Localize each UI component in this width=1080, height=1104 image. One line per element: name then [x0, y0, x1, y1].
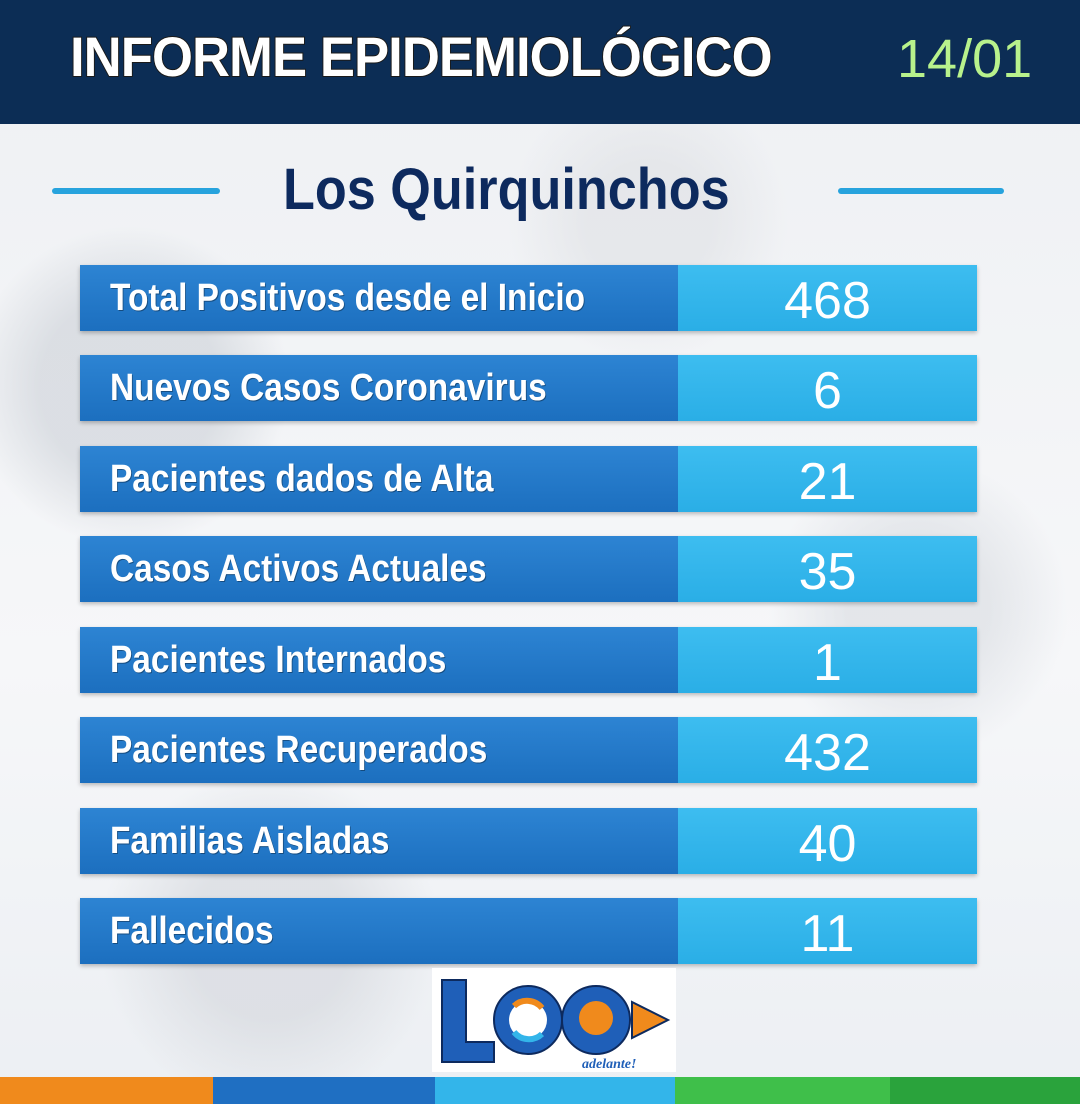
municipality-logo: adelante! [432, 968, 676, 1072]
stat-value-cell: 40 [678, 808, 977, 874]
stat-label-cell: Total Positivos desde el Inicio [80, 265, 678, 331]
stat-label: Pacientes dados de Alta [110, 458, 494, 500]
stat-label-cell: Casos Activos Actuales [80, 536, 678, 602]
stat-value-cell: 432 [678, 717, 977, 783]
stat-label: Pacientes Internados [110, 639, 447, 681]
bottom-bar-lightblue [435, 1077, 675, 1104]
bottom-bar-darkgreen [890, 1077, 1080, 1104]
stat-value: 21 [798, 453, 857, 511]
logo-q1-hole [509, 1001, 547, 1039]
stat-row: Fallecidos 11 [80, 898, 977, 964]
stat-row: Casos Activos Actuales 35 [80, 536, 977, 602]
stat-label: Casos Activos Actuales [110, 548, 487, 590]
stat-value: 432 [784, 724, 871, 782]
stat-row: Pacientes Internados 1 [80, 627, 977, 693]
report-date: 14/01 [897, 29, 1033, 89]
decorative-line-right [838, 188, 1004, 194]
stat-label: Total Positivos desde el Inicio [110, 277, 586, 319]
logo-q2-center [579, 1001, 613, 1035]
stat-value: 6 [813, 362, 842, 420]
stat-label-cell: Familias Aisladas [80, 808, 678, 874]
stat-label: Nuevos Casos Coronavirus [110, 367, 547, 409]
logo-arrow-blue [511, 1029, 545, 1043]
stat-label: Pacientes Recuperados [110, 729, 488, 771]
bottom-bar-blue [213, 1077, 435, 1104]
stat-label-cell: Pacientes dados de Alta [80, 446, 678, 512]
stat-label-cell: Pacientes Recuperados [80, 717, 678, 783]
bottom-color-bar [0, 1077, 1080, 1104]
stat-value: 1 [813, 634, 842, 692]
stat-row: Nuevos Casos Coronavirus 6 [80, 355, 977, 421]
stat-value-cell: 21 [678, 446, 977, 512]
stat-label-cell: Pacientes Internados [80, 627, 678, 693]
bottom-bar-green [675, 1077, 890, 1104]
stat-value: 40 [798, 815, 857, 873]
stat-label: Familias Aisladas [110, 820, 390, 862]
stat-value-cell: 468 [678, 265, 977, 331]
stat-value: 35 [798, 543, 857, 601]
location-title: Los Quirquinchos [283, 157, 730, 222]
lqq-logo-graphic: adelante! [441, 979, 671, 1072]
stat-row: Familias Aisladas 40 [80, 808, 977, 874]
stat-row: Pacientes Recuperados 432 [80, 717, 977, 783]
stat-value: 468 [784, 272, 871, 330]
decorative-line-left [52, 188, 220, 194]
bottom-bar-orange [0, 1077, 213, 1104]
logo-arrow-orange [511, 997, 545, 1011]
logo-play-arrow [631, 1000, 671, 1040]
location-heading: Los Quirquinchos [0, 150, 1080, 230]
stat-value-cell: 35 [678, 536, 977, 602]
report-title: INFORME EPIDEMIOLÓGICO [69, 24, 774, 89]
stat-label-cell: Fallecidos [80, 898, 678, 964]
stat-label: Fallecidos [110, 910, 274, 952]
header-banner: INFORME EPIDEMIOLÓGICO 14/01 [0, 0, 1080, 124]
stat-value-cell: 1 [678, 627, 977, 693]
stat-row: Total Positivos desde el Inicio 468 [80, 265, 977, 331]
stat-row: Pacientes dados de Alta 21 [80, 446, 977, 512]
stat-value-cell: 11 [678, 898, 977, 964]
stat-value-cell: 6 [678, 355, 977, 421]
logo-letter-l [441, 979, 495, 1063]
stat-label-cell: Nuevos Casos Coronavirus [80, 355, 678, 421]
stat-value: 11 [800, 905, 855, 963]
logo-tagline: adelante! [582, 1057, 636, 1072]
